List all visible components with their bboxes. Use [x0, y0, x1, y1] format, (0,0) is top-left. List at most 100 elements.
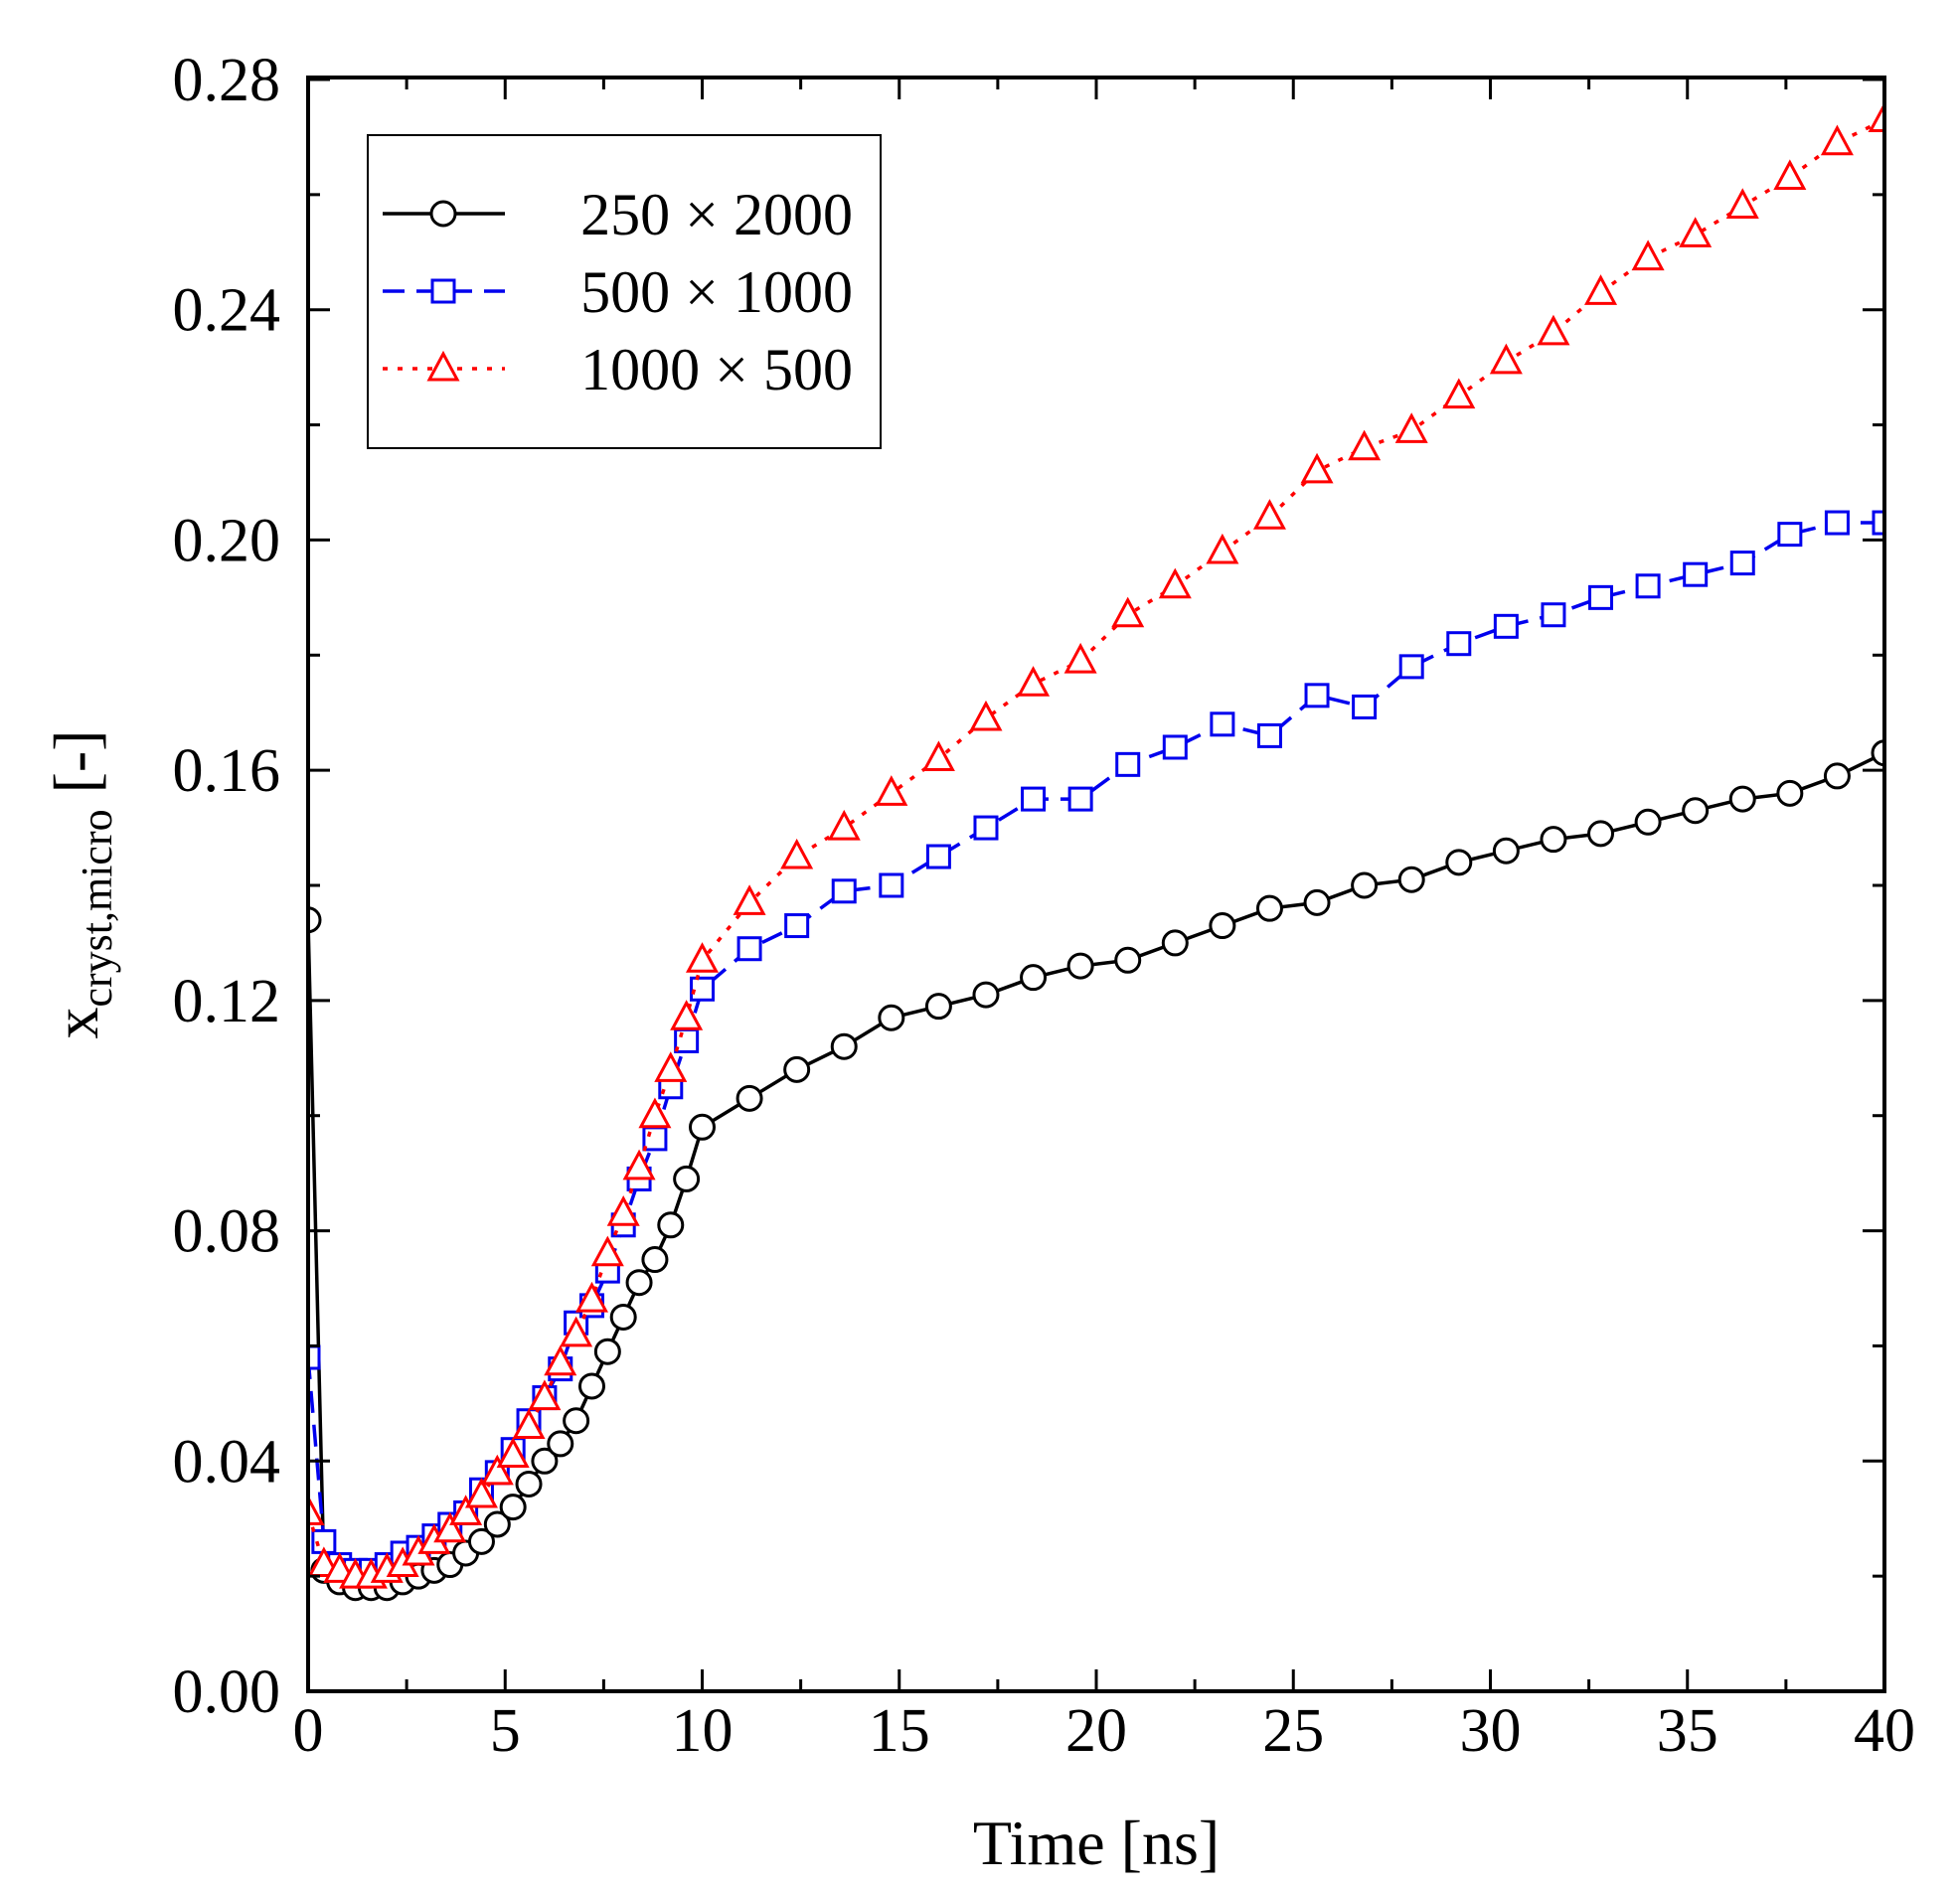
data-point	[1584, 274, 1618, 305]
data-point	[780, 838, 814, 869]
data-point	[1773, 159, 1807, 190]
data-point	[483, 1510, 511, 1538]
data-point	[1587, 820, 1615, 848]
data-point	[1398, 654, 1424, 680]
data-point	[657, 1211, 685, 1239]
y-tick-label: 0.08	[173, 1198, 281, 1266]
data-point	[1537, 314, 1570, 346]
data-point	[1397, 866, 1425, 893]
x-tick-label: 20	[1065, 1697, 1127, 1765]
data-point	[783, 1055, 811, 1083]
data-point	[1209, 912, 1236, 940]
y-axis-title-base: x	[41, 1008, 111, 1039]
y-axis-title-subscript: cryst,micro	[73, 809, 121, 1007]
series-layer	[306, 101, 1886, 1602]
data-point	[1445, 849, 1473, 876]
series-line	[306, 521, 1884, 1573]
legend-entry: 250 × 2000	[383, 182, 853, 247]
data-point	[654, 1051, 688, 1082]
data-point	[1300, 452, 1334, 484]
data-point	[1303, 888, 1331, 916]
data-point	[641, 1246, 669, 1274]
series-3	[306, 101, 1886, 1589]
data-point	[1493, 613, 1519, 639]
data-point	[1067, 786, 1093, 812]
x-tick-label: 40	[1854, 1697, 1915, 1765]
data-point	[609, 1303, 637, 1331]
data-point	[1304, 683, 1330, 709]
data-point	[1725, 188, 1759, 219]
data-point	[1729, 551, 1755, 576]
data-point	[921, 740, 955, 772]
y-tick-label: 0.00	[173, 1658, 281, 1726]
x-tick-label: 0	[293, 1697, 324, 1765]
data-point	[673, 1165, 701, 1192]
data-point	[1823, 762, 1851, 790]
data-point	[1679, 217, 1713, 247]
data-point	[563, 1407, 590, 1435]
legend: 250 × 2000 500 × 1000 1000 × 500	[367, 134, 882, 449]
data-point	[733, 884, 766, 915]
data-point	[1776, 779, 1804, 807]
data-point	[973, 815, 999, 841]
data-point	[689, 1113, 716, 1141]
data-point	[1161, 929, 1189, 957]
data-point	[972, 981, 1000, 1009]
data-point	[638, 1097, 672, 1129]
data-point	[1682, 797, 1710, 825]
y-tick-label: 0.28	[173, 47, 281, 114]
data-point	[1063, 642, 1097, 674]
data-point	[560, 1316, 593, 1347]
data-point	[969, 700, 1003, 731]
data-point	[1158, 567, 1192, 599]
legend-marker	[426, 350, 460, 382]
data-point	[879, 872, 904, 898]
data-point	[670, 1000, 704, 1030]
legend-entry: 1000 × 500	[383, 337, 853, 402]
y-tick-label: 0.24	[173, 277, 281, 345]
x-axis-title: Time [ns]	[973, 1808, 1220, 1878]
x-tick-label: 30	[1460, 1697, 1522, 1765]
data-point	[1020, 964, 1048, 992]
series-1	[306, 739, 1886, 1602]
legend-label: 250 × 2000	[580, 182, 853, 247]
data-point	[685, 942, 720, 973]
data-point	[784, 913, 810, 939]
y-tick-label: 0.04	[173, 1428, 281, 1496]
data-point	[1492, 837, 1520, 865]
svg-text:xcryst,micro [-]: xcryst,micro [-]	[41, 729, 121, 1038]
x-tick-label: 10	[672, 1697, 734, 1765]
data-point	[1021, 786, 1047, 812]
data-point	[1256, 722, 1282, 748]
data-point	[547, 1430, 574, 1458]
data-point	[625, 1269, 653, 1297]
data-point	[1824, 510, 1850, 536]
y-axis-title-suffix: [-]	[41, 729, 111, 809]
data-point	[531, 1447, 559, 1475]
data-point	[496, 1437, 530, 1468]
x-tick-label: 35	[1657, 1697, 1718, 1765]
data-point	[499, 1494, 527, 1521]
x-tick-label: 5	[490, 1697, 521, 1765]
data-point	[1820, 124, 1854, 156]
data-point	[1394, 412, 1428, 443]
x-tick-label: 25	[1262, 1697, 1324, 1765]
data-point	[878, 1004, 905, 1031]
data-point	[924, 993, 952, 1021]
data-point	[1489, 343, 1523, 375]
data-point	[480, 1454, 514, 1486]
data-point	[512, 1408, 546, 1440]
data-point	[1210, 711, 1235, 737]
data-point	[690, 976, 715, 1002]
data-point	[1115, 751, 1141, 777]
data-point	[1446, 631, 1472, 657]
data-point	[1540, 826, 1567, 854]
data-point	[1541, 602, 1566, 628]
y-tick-label: 0.12	[173, 968, 281, 1035]
data-point	[464, 1477, 498, 1508]
ticks-layer: 0 5 10 15 20 25 30 35 40 0.00 0.04 0.08 0.12 0.16 0.20…	[173, 47, 1916, 1765]
y-axis-title: xcryst,micro [-]	[41, 729, 121, 1038]
data-point	[1162, 734, 1188, 760]
legend-label: 1000 × 500	[580, 337, 853, 402]
data-point	[1588, 584, 1614, 610]
